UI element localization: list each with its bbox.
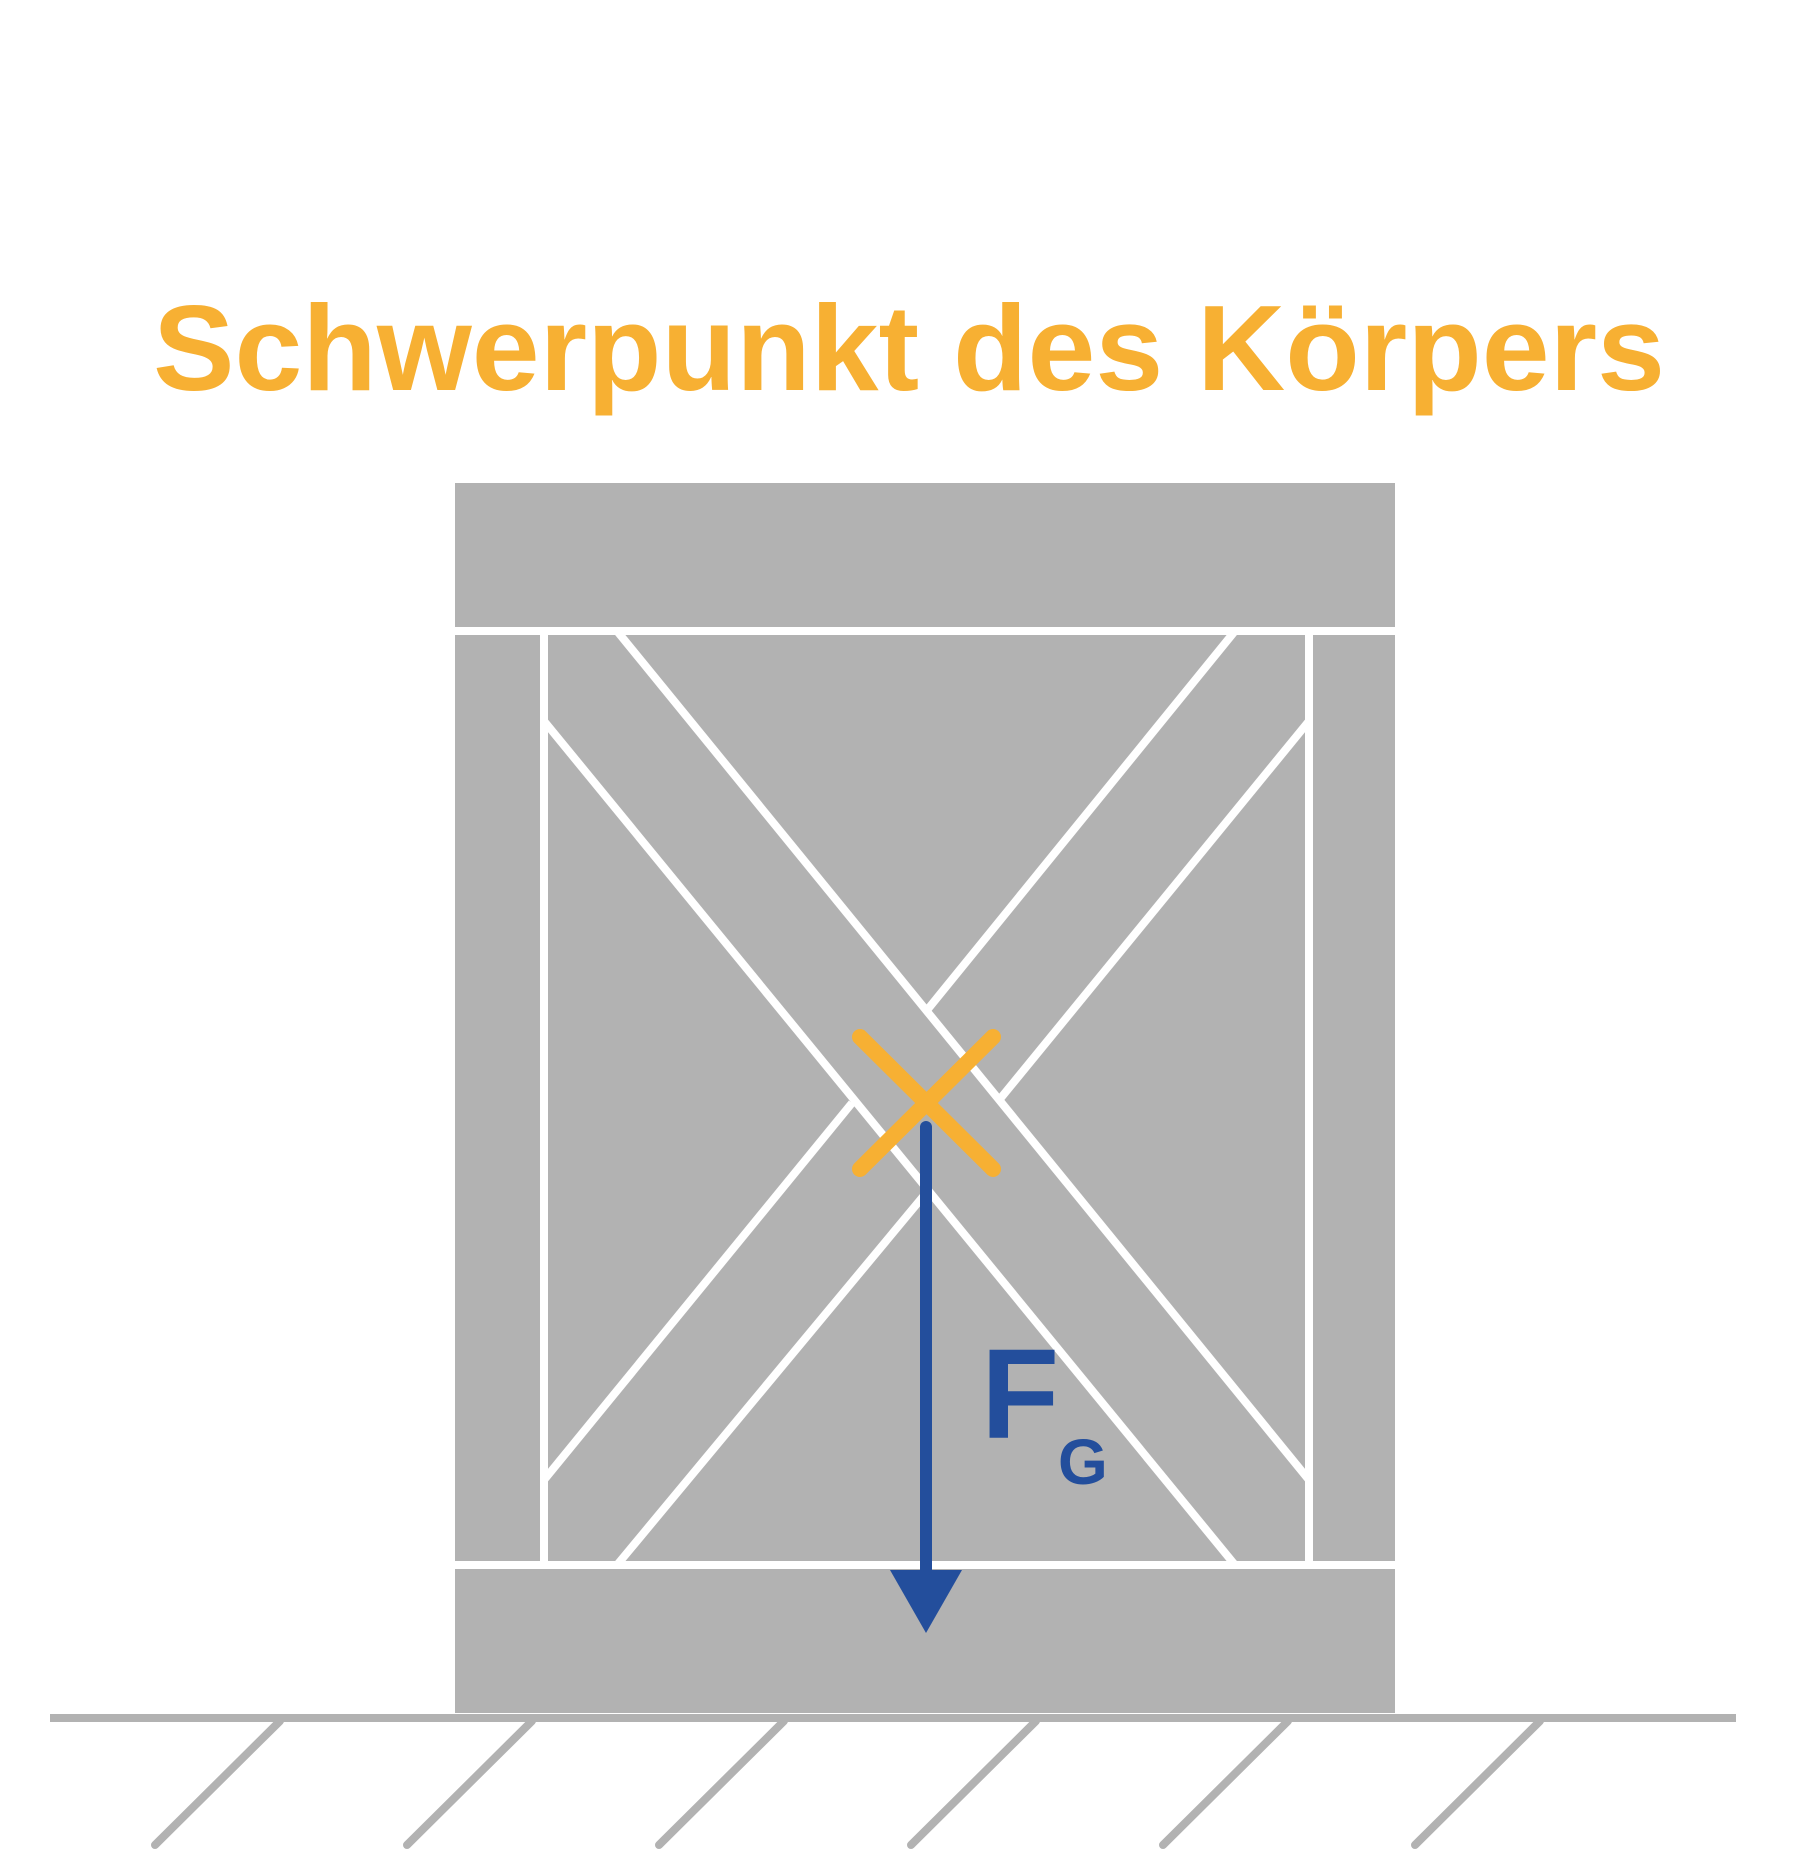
ground-hatch <box>151 1717 284 1849</box>
hatched-ground-icon <box>151 1717 1544 1849</box>
ground-hatch <box>1159 1717 1292 1849</box>
cross-mark-icon <box>852 1029 1001 1177</box>
page-title: Schwerpunkt des Körpers <box>153 280 1665 416</box>
ground-hatch <box>403 1717 536 1849</box>
force-arrow-head <box>890 1570 962 1633</box>
brace-a-edge-upper <box>613 628 1313 1483</box>
brace-b-edge-lower-part1 <box>996 718 1313 1102</box>
force-label-symbol: F <box>981 1323 1059 1466</box>
brace-b-edge-upper-part2 <box>540 1100 856 1483</box>
ground-hatch <box>907 1717 1040 1849</box>
ground-hatch <box>655 1717 788 1849</box>
force-label-subscript: G <box>1058 1426 1108 1498</box>
brace-b-edge-upper-part1 <box>924 628 1239 1012</box>
ground-hatch <box>1411 1717 1544 1849</box>
arrow-down-icon <box>890 1121 962 1633</box>
cross-mark-stroke-b <box>852 1029 1001 1177</box>
ground <box>50 1714 1736 1849</box>
brace-b-edge-lower-part2 <box>613 1190 930 1568</box>
